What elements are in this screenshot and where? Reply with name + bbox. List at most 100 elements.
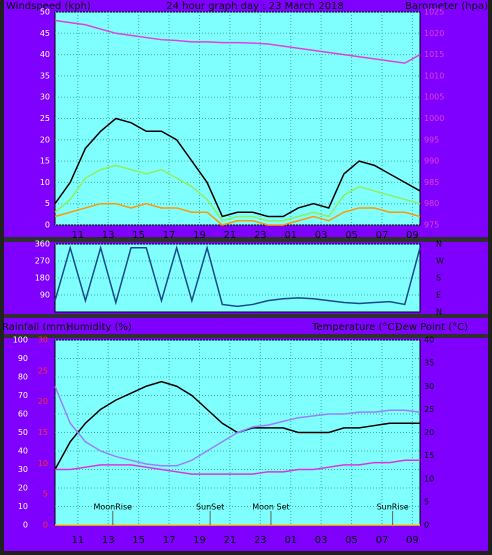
y-tick-label: 40 xyxy=(424,336,434,345)
y-tick-label: 990 xyxy=(424,157,439,166)
y-tick-label: 20 xyxy=(18,484,28,493)
y-tick-label: 180 xyxy=(35,274,50,283)
series-line xyxy=(54,19,421,64)
y-tick-label: 40 xyxy=(40,50,50,59)
x-tick-label: 11 xyxy=(71,230,84,241)
x-tick-label: 15 xyxy=(132,535,145,546)
series-line xyxy=(54,164,421,222)
series-line xyxy=(54,117,421,218)
y-tick-label: 1000 xyxy=(424,114,444,123)
y-tick-label: 5 xyxy=(45,199,50,208)
y-tick-label: 10 xyxy=(424,474,434,483)
y-tick-label: 0 xyxy=(23,521,28,530)
y-tick-label: 20 xyxy=(40,135,50,144)
annotation: Moon Set xyxy=(252,503,289,512)
y-tick-label: 1010 xyxy=(424,71,444,80)
x-tick-label: 19 xyxy=(193,535,206,546)
y-tick-label: 25 xyxy=(38,366,48,375)
y-tick-label: 0 xyxy=(43,521,48,530)
x-tick-label: 15 xyxy=(132,230,145,241)
series-line xyxy=(54,244,421,308)
axis-title: Humidity (%) xyxy=(66,322,132,333)
separator xyxy=(4,334,488,338)
y-tick-label: 80 xyxy=(18,373,28,382)
y-tick-label: 1020 xyxy=(424,29,444,38)
separator xyxy=(4,237,488,242)
y-tick-label: 30 xyxy=(424,382,434,391)
y-tick-label: 60 xyxy=(18,410,28,419)
y-tick-label: 100 xyxy=(13,336,28,345)
annotation: SunRise xyxy=(377,503,409,512)
x-tick-label: 17 xyxy=(163,230,176,241)
y-tick-label: 30 xyxy=(38,336,48,345)
y-tick-label: 25 xyxy=(424,405,434,414)
y-tick-label: 270 xyxy=(35,257,50,266)
y-tick-label: 10 xyxy=(18,502,28,511)
series-line xyxy=(55,459,420,475)
y-tick-label: 360 xyxy=(35,240,50,249)
y-tick-label: 15 xyxy=(424,451,434,460)
y-tick-label: 5 xyxy=(43,490,48,499)
x-tick-label: 03 xyxy=(315,535,328,546)
separator xyxy=(4,314,488,318)
y-tick-label: 985 xyxy=(424,178,439,187)
y-tick-label: N xyxy=(436,240,442,249)
x-tick-label: 01 xyxy=(284,230,297,241)
y-tick-label: 35 xyxy=(40,71,50,80)
y-tick-label: 90 xyxy=(18,354,28,363)
axis-title: Dew Point (°C) xyxy=(395,322,468,333)
annotation: SunSet xyxy=(196,503,224,512)
x-tick-label: 09 xyxy=(406,230,419,241)
axis-title: Barometer (hpa) xyxy=(405,1,488,12)
x-tick-label: 07 xyxy=(376,230,389,241)
x-tick-label: 13 xyxy=(102,230,115,241)
y-tick-label: 980 xyxy=(424,199,439,208)
axis-title: Rainfall (mm) xyxy=(2,322,70,333)
x-tick-label: 21 xyxy=(224,535,237,546)
y-tick-label: 1005 xyxy=(424,93,444,102)
annotation: MoonRise xyxy=(93,503,132,512)
x-tick-label: 23 xyxy=(254,230,267,241)
x-tick-label: 17 xyxy=(163,535,176,546)
x-tick-label: 23 xyxy=(254,535,267,546)
y-tick-label: W xyxy=(436,257,444,266)
y-tick-label: 35 xyxy=(424,359,434,368)
y-tick-label: E xyxy=(436,291,441,300)
series-line xyxy=(54,385,421,467)
y-tick-label: 975 xyxy=(424,221,439,230)
y-tick-label: N xyxy=(436,308,442,317)
x-tick-label: 11 xyxy=(71,535,84,546)
y-tick-label: 15 xyxy=(38,428,48,437)
y-tick-label: 5 xyxy=(424,497,429,506)
y-tick-label: 30 xyxy=(40,93,50,102)
y-tick-label: 20 xyxy=(424,428,434,437)
axis-title: Temperature (°C) xyxy=(311,322,398,333)
y-tick-label: 10 xyxy=(40,178,50,187)
x-tick-label: 13 xyxy=(102,535,115,546)
y-tick-label: 15 xyxy=(40,157,50,166)
y-tick-label: 10 xyxy=(38,459,48,468)
y-tick-label: 70 xyxy=(18,391,28,400)
y-tick-label: 50 xyxy=(40,8,50,17)
y-tick-label: 90 xyxy=(40,291,50,300)
y-tick-label: 40 xyxy=(18,447,28,456)
y-tick-label: 1015 xyxy=(424,50,444,59)
y-tick-label: 30 xyxy=(18,465,28,474)
x-tick-label: 01 xyxy=(284,535,297,546)
x-tick-label: 03 xyxy=(315,230,328,241)
y-tick-label: 995 xyxy=(424,135,439,144)
x-tick-label: 21 xyxy=(224,230,237,241)
x-tick-label: 09 xyxy=(406,535,419,546)
series-line xyxy=(54,202,421,226)
y-tick-label: 1025 xyxy=(424,8,444,17)
x-tick-label: 07 xyxy=(376,535,389,546)
x-tick-label: 05 xyxy=(345,230,358,241)
y-tick-label: 0 xyxy=(424,521,429,530)
axis-title: Windspeed (kph) xyxy=(6,1,91,12)
x-tick-label: 05 xyxy=(345,535,358,546)
y-tick-label: 0 xyxy=(45,221,50,230)
y-tick-label: 45 xyxy=(40,29,50,38)
axis-title: 24 hour graph day : 23 March 2018 xyxy=(166,1,344,12)
y-tick-label: 25 xyxy=(40,114,50,123)
